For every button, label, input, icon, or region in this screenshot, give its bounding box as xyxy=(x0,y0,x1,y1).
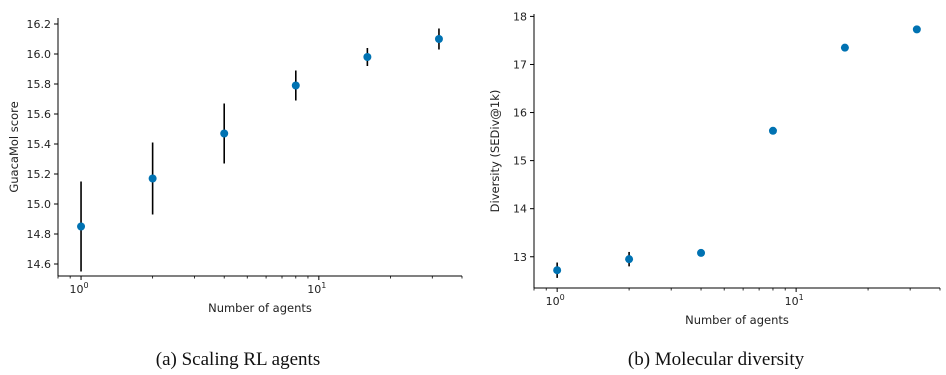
y-axis-label: Diversity (SEDiv@1k) xyxy=(488,90,502,213)
y-tick-label: 16.0 xyxy=(27,48,52,61)
y-tick-label: 15.6 xyxy=(27,108,52,121)
y-tick-label: 15 xyxy=(513,155,527,168)
y-tick-label: 15.4 xyxy=(27,138,52,151)
y-tick-label: 16 xyxy=(513,107,527,120)
y-tick-label: 15.0 xyxy=(27,198,52,211)
x-tick-exp: 1 xyxy=(799,293,804,302)
data-point xyxy=(291,81,300,90)
x-tick-label: 100 xyxy=(69,281,88,296)
data-point xyxy=(553,266,562,275)
x-axis-label: Number of agents xyxy=(685,313,789,327)
x-tick-label: 101 xyxy=(785,293,804,308)
data-point xyxy=(77,222,86,231)
x-tick-base: 10 xyxy=(307,283,321,296)
x-tick-label: 100 xyxy=(546,293,565,308)
data-point xyxy=(697,248,706,257)
x-tick-exp: 1 xyxy=(321,281,326,290)
y-tick-label: 14.6 xyxy=(27,258,52,271)
x-tick-base: 10 xyxy=(546,295,560,308)
y-tick-label: 15.8 xyxy=(27,78,52,91)
data-point xyxy=(625,255,634,264)
data-point xyxy=(840,43,849,52)
x-tick-exp: 0 xyxy=(83,281,88,290)
y-tick-label: 13 xyxy=(513,251,527,264)
figure-caption: (b) Molecular diversity xyxy=(628,349,805,370)
data-point xyxy=(148,174,157,183)
y-tick-label: 14 xyxy=(513,203,527,216)
y-tick-label: 15.2 xyxy=(27,168,52,181)
x-axis-label: Number of agents xyxy=(208,301,312,315)
data-point xyxy=(768,126,777,135)
y-tick-label: 16.2 xyxy=(27,18,52,31)
y-tick-label: 18 xyxy=(513,10,527,23)
figure-caption: (a) Scaling RL agents xyxy=(156,349,320,370)
x-tick-base: 10 xyxy=(785,295,799,308)
data-point xyxy=(363,53,372,61)
x-tick-base: 10 xyxy=(69,283,83,296)
x-tick-label: 101 xyxy=(307,281,326,296)
data-point xyxy=(220,129,229,138)
y-axis-label: GuacaMol score xyxy=(7,101,21,192)
y-tick-label: 14.8 xyxy=(27,228,52,241)
x-tick-exp: 0 xyxy=(560,293,565,302)
data-point xyxy=(434,35,443,43)
data-point xyxy=(912,25,921,34)
y-tick-label: 17 xyxy=(513,58,527,71)
